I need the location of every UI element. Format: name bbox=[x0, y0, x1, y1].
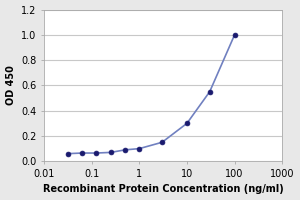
X-axis label: Recombinant Protein Concentration (ng/ml): Recombinant Protein Concentration (ng/ml… bbox=[43, 184, 284, 194]
Y-axis label: OD 450: OD 450 bbox=[6, 65, 16, 105]
